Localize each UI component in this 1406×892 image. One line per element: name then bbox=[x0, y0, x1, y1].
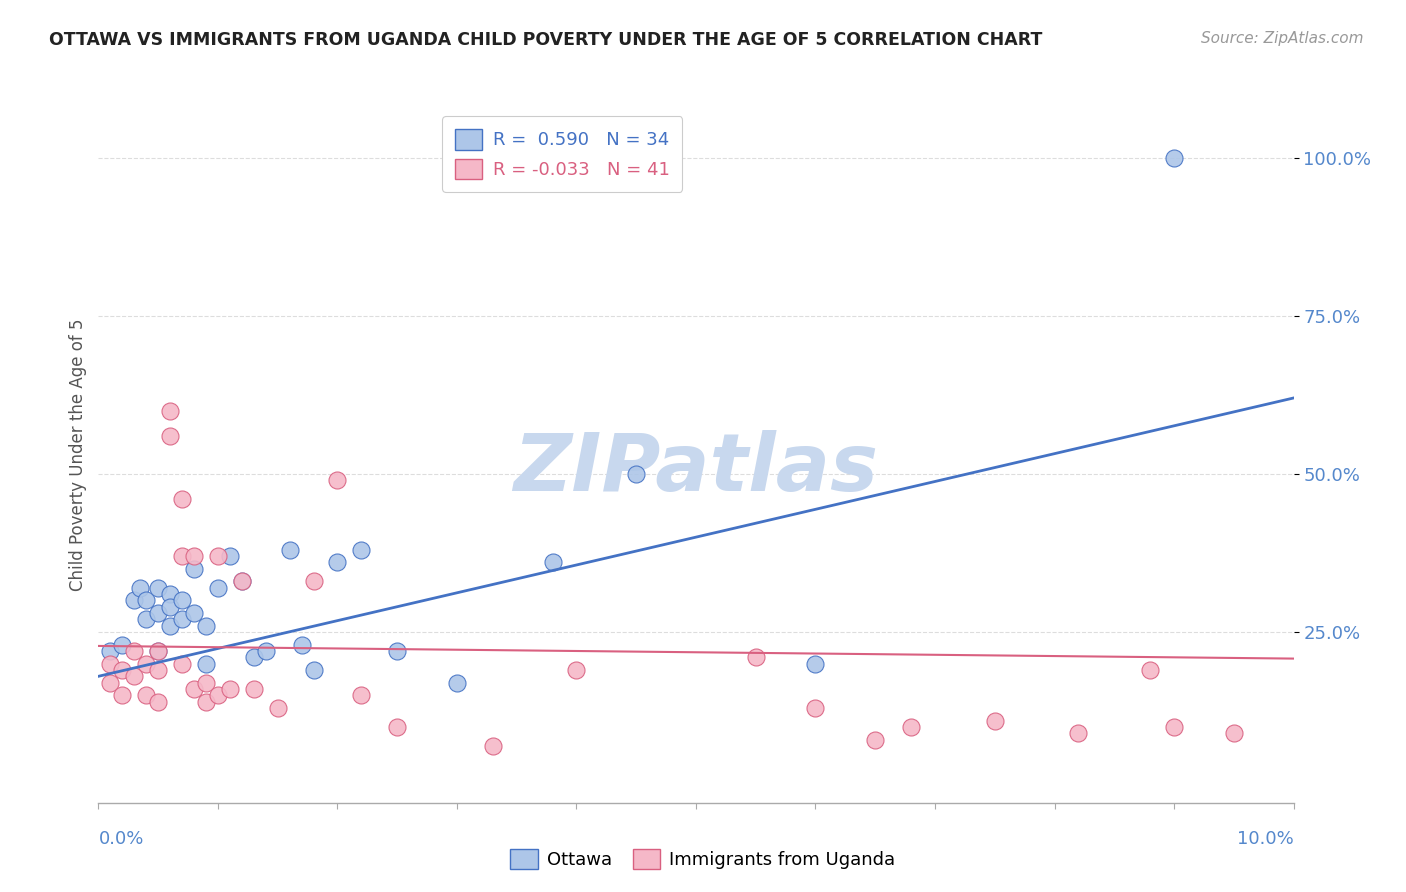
Point bbox=[124, 669, 146, 683]
Point bbox=[207, 688, 229, 702]
Point bbox=[148, 644, 170, 658]
Point bbox=[98, 657, 122, 671]
Point bbox=[302, 574, 325, 589]
Point bbox=[350, 542, 373, 557]
Point bbox=[1067, 726, 1090, 740]
Point bbox=[254, 644, 277, 658]
Point bbox=[111, 638, 134, 652]
Point bbox=[231, 574, 253, 589]
Point bbox=[129, 581, 152, 595]
Point bbox=[135, 657, 157, 671]
Point bbox=[159, 429, 181, 443]
Point bbox=[148, 644, 170, 658]
Text: 0.0%: 0.0% bbox=[98, 830, 143, 847]
Point bbox=[183, 681, 205, 696]
Point bbox=[194, 618, 218, 632]
Point bbox=[183, 562, 205, 576]
Point bbox=[865, 732, 887, 747]
Point bbox=[148, 581, 170, 595]
Point bbox=[624, 467, 647, 481]
Point bbox=[804, 701, 827, 715]
Point bbox=[124, 593, 146, 607]
Point bbox=[1223, 726, 1246, 740]
Legend: R =  0.590   N = 34, R = -0.033   N = 41: R = 0.590 N = 34, R = -0.033 N = 41 bbox=[441, 116, 682, 192]
Point bbox=[350, 688, 373, 702]
Point bbox=[900, 720, 922, 734]
Point bbox=[326, 556, 349, 570]
Point bbox=[98, 644, 122, 658]
Point bbox=[194, 657, 218, 671]
Point bbox=[159, 618, 181, 632]
Text: ZIPatlas: ZIPatlas bbox=[513, 430, 879, 508]
Point bbox=[148, 695, 170, 709]
Point bbox=[278, 542, 301, 557]
Point bbox=[172, 549, 194, 563]
Point bbox=[219, 681, 242, 696]
Point bbox=[98, 675, 122, 690]
Point bbox=[148, 663, 170, 677]
Point bbox=[135, 593, 157, 607]
Point bbox=[804, 657, 827, 671]
Point bbox=[148, 606, 170, 620]
Point bbox=[172, 657, 194, 671]
Point bbox=[1163, 720, 1185, 734]
Point bbox=[385, 644, 409, 658]
Point bbox=[481, 739, 505, 753]
Point bbox=[172, 612, 194, 626]
Point bbox=[302, 663, 325, 677]
Point bbox=[446, 675, 468, 690]
Y-axis label: Child Poverty Under the Age of 5: Child Poverty Under the Age of 5 bbox=[69, 318, 87, 591]
Point bbox=[194, 695, 218, 709]
Point bbox=[243, 681, 266, 696]
Point bbox=[1163, 151, 1185, 165]
Point bbox=[565, 663, 588, 677]
Point bbox=[111, 663, 134, 677]
Point bbox=[385, 720, 409, 734]
Point bbox=[124, 644, 146, 658]
Point bbox=[172, 593, 194, 607]
Point bbox=[219, 549, 242, 563]
Point bbox=[183, 606, 205, 620]
Point bbox=[159, 587, 181, 601]
Point bbox=[135, 688, 157, 702]
Point bbox=[231, 574, 253, 589]
Point bbox=[159, 403, 181, 417]
Point bbox=[111, 688, 134, 702]
Point bbox=[267, 701, 290, 715]
Point bbox=[326, 473, 349, 487]
Point bbox=[183, 549, 205, 563]
Point bbox=[207, 549, 229, 563]
Point bbox=[207, 581, 229, 595]
Point bbox=[243, 650, 266, 665]
Point bbox=[290, 638, 312, 652]
Point bbox=[983, 714, 1005, 728]
Point bbox=[172, 492, 194, 507]
Text: Source: ZipAtlas.com: Source: ZipAtlas.com bbox=[1201, 31, 1364, 46]
Point bbox=[159, 599, 181, 614]
Point bbox=[745, 650, 768, 665]
Text: OTTAWA VS IMMIGRANTS FROM UGANDA CHILD POVERTY UNDER THE AGE OF 5 CORRELATION CH: OTTAWA VS IMMIGRANTS FROM UGANDA CHILD P… bbox=[49, 31, 1043, 49]
Text: 10.0%: 10.0% bbox=[1237, 830, 1294, 847]
Point bbox=[135, 612, 157, 626]
Point bbox=[194, 675, 218, 690]
Point bbox=[1139, 663, 1161, 677]
Legend: Ottawa, Immigrants from Uganda: Ottawa, Immigrants from Uganda bbox=[502, 839, 904, 879]
Point bbox=[541, 556, 564, 570]
